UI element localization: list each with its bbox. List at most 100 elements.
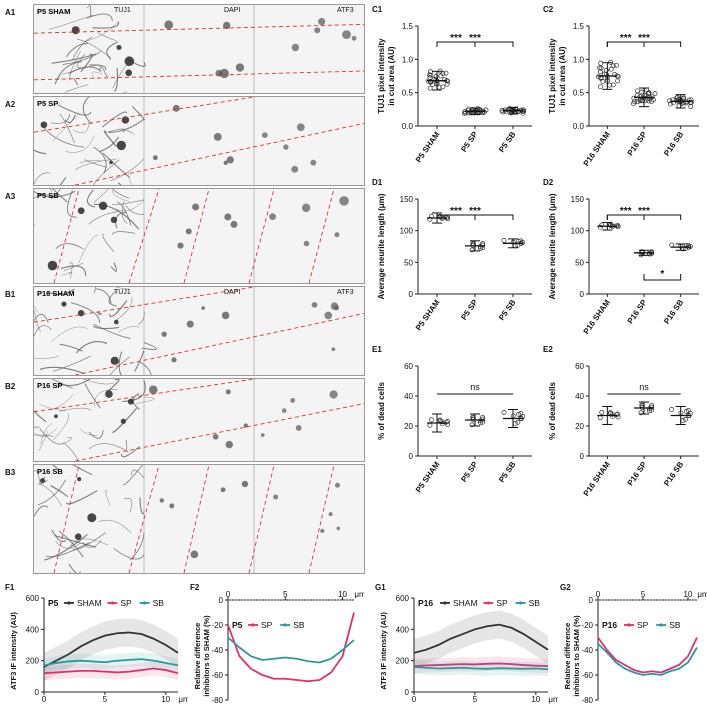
series-line-sp (43, 667, 179, 675)
significance-label: *** (620, 33, 632, 44)
legend-marker-sb (519, 601, 523, 605)
data-point (649, 404, 655, 410)
x-tick-label: 0 (412, 695, 417, 704)
y-tick-label: -40 (581, 646, 593, 655)
y-axis-label: inhibitors to SHAM (%) (202, 615, 211, 697)
data-point (688, 104, 694, 110)
y-tick-label: 400 (26, 625, 40, 634)
chart-e2: 0 20 40 60 % of dead cells P16 SHAM P16 SP P16 … (548, 362, 699, 498)
y-tick-label: 20 (575, 422, 584, 431)
significance-label: *** (620, 206, 632, 217)
significance-label: *** (450, 206, 462, 217)
data-point (667, 101, 673, 107)
x-tick-label: 5 (283, 590, 288, 599)
data-point (440, 84, 446, 90)
x-tick-label: P16 SB (662, 298, 685, 326)
series-line-sham (413, 623, 549, 654)
significance-label: *** (450, 33, 462, 44)
legend-entry-sp: SP (637, 620, 649, 630)
data-point (438, 73, 444, 79)
y-axis-label: Relative difference (563, 623, 572, 690)
data-point (427, 422, 433, 428)
y-tick-label: 600 (396, 594, 410, 603)
data-point (615, 74, 621, 80)
data-point (598, 65, 604, 71)
significance-label: *** (638, 33, 650, 44)
data-point (612, 72, 618, 78)
y-tick-label: 50 (404, 258, 413, 267)
data-point (480, 242, 486, 248)
channel-label-tuj1: TUJ1 (114, 289, 131, 296)
error-band-sham (44, 618, 178, 682)
significance-label: ns (639, 382, 649, 392)
data-point (669, 407, 675, 412)
significance-bracket (436, 214, 514, 220)
x-tick-label: 10 (684, 590, 693, 599)
data-point (513, 108, 519, 114)
x-tick-label: P5 SB (497, 460, 518, 484)
error-band-sham (414, 610, 548, 667)
panel-label-e1: E1 (372, 345, 382, 354)
data-point (688, 97, 694, 103)
panel-label-g1: G1 (375, 583, 386, 592)
x-unit-label: μm (697, 590, 707, 599)
data-point (645, 91, 651, 97)
legend-marker-sb (659, 623, 663, 627)
y-tick-label: 1.0 (573, 55, 585, 64)
significance-label: *** (469, 206, 481, 217)
legend-marker-sham (443, 601, 447, 605)
y-tick-label: 0.5 (573, 89, 585, 98)
plot-title: P16 (418, 598, 433, 608)
y-axis-label: ATF3 IF intensity (AU) (9, 612, 18, 690)
panel-label-a1: A1 (5, 8, 16, 17)
x-tick-label: 0 (596, 590, 601, 599)
x-tick-label: P5 SP (459, 297, 480, 321)
y-tick-label: 100 (571, 227, 585, 236)
data-point (646, 98, 652, 104)
y-tick-label: 0 (409, 452, 414, 461)
legend-entry-sp: SP (261, 620, 273, 630)
y-tick-label: -20 (581, 621, 593, 630)
data-point (680, 418, 686, 423)
x-unit-label: μm (178, 695, 188, 704)
data-point (647, 408, 652, 414)
condition-tag: P5 SP (37, 99, 59, 108)
data-point (428, 417, 434, 423)
x-tick-label: P5 SB (497, 130, 518, 154)
panel-label-e2: E2 (543, 345, 553, 354)
micrograph-b2: P16 SP (33, 378, 365, 462)
y-axis-label: Average neurite length (μm) (548, 193, 557, 299)
x-tick-label: P5 SP (459, 459, 480, 483)
y-axis-label: in cut area (AU) (387, 46, 396, 105)
data-point (478, 420, 483, 426)
series-line-sham (43, 631, 179, 668)
data-point (686, 97, 692, 103)
significance-label: *** (469, 33, 481, 44)
panel-label-c1: C1 (372, 5, 383, 14)
data-point (445, 216, 451, 222)
condition-tag: P16 SB (37, 467, 63, 476)
condition-tag: P16 SP (37, 381, 63, 390)
x-tick-label: P16 SP (626, 459, 649, 487)
data-point (598, 84, 603, 90)
data-point (428, 72, 434, 78)
micrograph-a1: P5 SHAM TUJ1 DAPI ATF3 (33, 4, 365, 94)
legend-entry-sham: SHAM (77, 598, 102, 608)
x-tick-label: 5 (641, 590, 646, 599)
panel-label-a3: A3 (5, 192, 16, 201)
y-tick-label: 0 (589, 596, 594, 605)
data-point (652, 91, 658, 97)
x-tick-label: 0 (226, 590, 231, 599)
significance-label: ns (470, 382, 480, 392)
data-point (603, 67, 609, 73)
x-tick-label: P16 SHAM (582, 130, 613, 168)
significance-label: *** (638, 206, 650, 217)
y-axis-label: Average neurite length (μm) (377, 193, 386, 299)
legend-entry-sb: SB (153, 598, 165, 608)
y-tick-label: 600 (26, 594, 40, 603)
data-point (675, 95, 680, 100)
legend-entry-sp: SP (120, 598, 132, 608)
micrograph-b3: P16 SB (33, 464, 365, 574)
plot-title: P16 (602, 620, 617, 630)
y-tick-label: 0.5 (402, 89, 414, 98)
